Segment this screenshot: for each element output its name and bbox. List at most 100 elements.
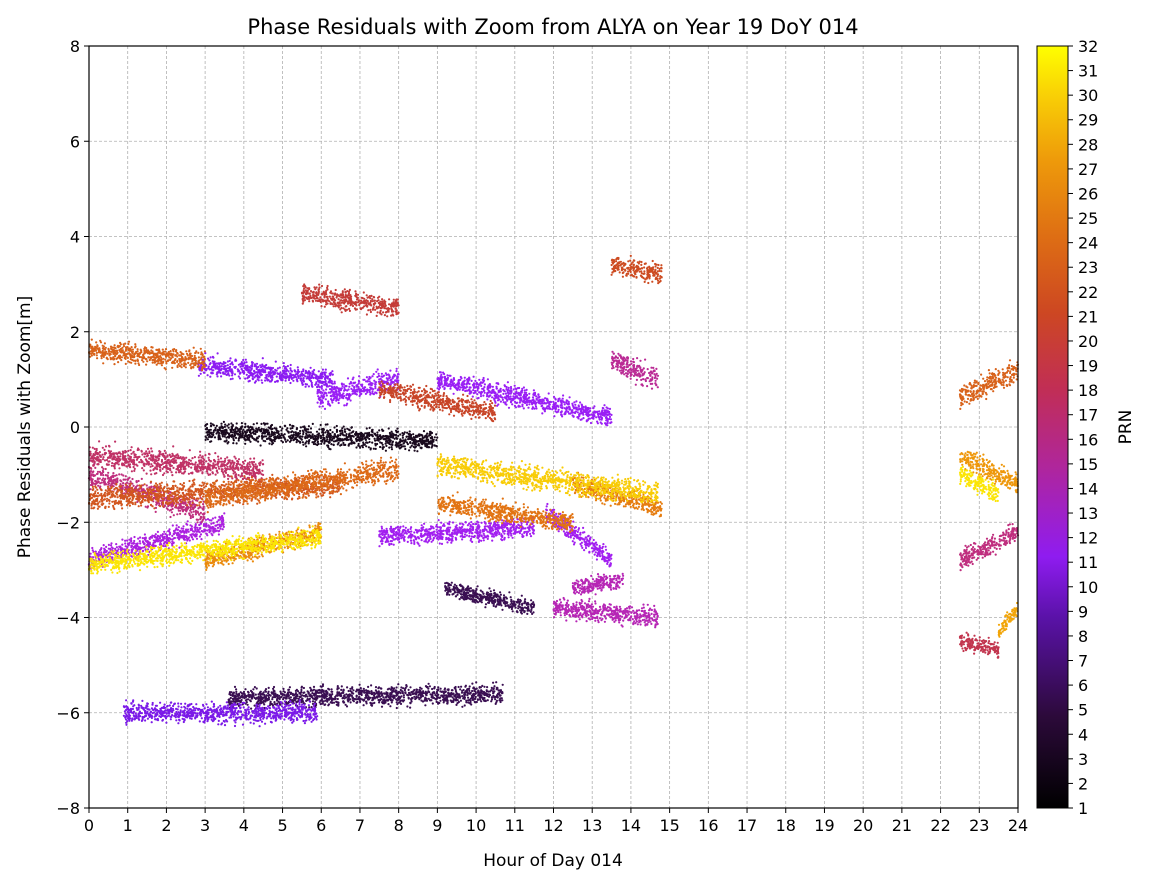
data-point [304, 695, 306, 697]
data-point [287, 365, 289, 367]
data-point [343, 383, 345, 385]
data-point [351, 692, 353, 694]
data-point [359, 684, 361, 686]
data-point [176, 713, 178, 715]
data-point [434, 436, 436, 438]
data-point [451, 689, 453, 691]
data-point [323, 384, 325, 386]
data-point [451, 588, 453, 590]
data-point [164, 707, 166, 709]
data-point [369, 389, 371, 391]
data-point [590, 422, 592, 424]
data-point [321, 431, 323, 433]
data-point [351, 435, 353, 437]
data-point [463, 598, 465, 600]
data-point [309, 700, 311, 702]
data-point [283, 362, 285, 364]
data-point [240, 691, 242, 693]
data-point [324, 408, 326, 410]
data-point [490, 689, 492, 691]
data-point [479, 699, 481, 701]
data-point [241, 422, 243, 424]
data-point [340, 444, 342, 446]
data-point [125, 722, 127, 724]
data-point [372, 431, 374, 433]
data-point [383, 692, 385, 694]
data-point [509, 603, 511, 605]
data-point [468, 590, 470, 592]
data-point [328, 436, 330, 438]
data-point [343, 390, 345, 392]
data-point [183, 713, 185, 715]
data-point [279, 426, 281, 428]
data-point [473, 690, 475, 692]
data-point [512, 600, 514, 602]
data-point [319, 406, 321, 408]
data-point [260, 423, 262, 425]
data-point [152, 709, 154, 711]
data-point [195, 703, 197, 705]
data-point [474, 601, 476, 603]
data-point [239, 697, 241, 699]
data-point [321, 381, 323, 383]
data-point [512, 395, 514, 397]
data-point [308, 425, 310, 427]
data-point [499, 700, 501, 702]
data-point [412, 442, 414, 444]
data-point [422, 695, 424, 697]
data-point [531, 603, 533, 605]
data-point [366, 427, 368, 429]
data-point [285, 716, 287, 718]
data-point [206, 428, 208, 430]
data-point [220, 423, 222, 425]
data-point [207, 713, 209, 715]
data-point [261, 374, 263, 376]
data-point [360, 384, 362, 386]
data-point [128, 720, 130, 722]
data-point [317, 402, 319, 404]
data-point [441, 691, 443, 693]
data-point [411, 439, 413, 441]
data-point [252, 688, 254, 690]
data-point [491, 687, 493, 689]
data-point [481, 685, 483, 687]
data-point [337, 443, 339, 445]
data-point [184, 703, 186, 705]
data-point [127, 707, 129, 709]
data-point [189, 717, 191, 719]
data-point [456, 696, 458, 698]
data-point [232, 716, 234, 718]
data-point [516, 611, 518, 613]
data-point [362, 379, 364, 381]
data-point [493, 687, 495, 689]
data-point [232, 424, 234, 426]
data-point [349, 433, 351, 435]
data-point [359, 701, 361, 703]
data-point [242, 724, 244, 726]
data-point [392, 688, 394, 690]
data-point [184, 707, 186, 709]
data-point [339, 434, 341, 436]
data-point [526, 603, 528, 605]
data-point [487, 691, 489, 693]
data-point [248, 380, 250, 382]
data-point [147, 718, 149, 720]
data-point [355, 393, 357, 395]
data-point [341, 433, 343, 435]
data-point [474, 697, 476, 699]
data-point [511, 403, 513, 405]
data-point [459, 688, 461, 690]
data-point [285, 441, 287, 443]
data-point [233, 702, 235, 704]
data-point [316, 386, 318, 388]
data-point [233, 435, 235, 437]
data-point [321, 428, 323, 430]
data-point [392, 435, 394, 437]
data-point [396, 686, 398, 688]
data-point [498, 689, 500, 691]
data-point [480, 599, 482, 601]
data-point [463, 693, 465, 695]
data-point [393, 696, 395, 698]
data-point [312, 700, 314, 702]
